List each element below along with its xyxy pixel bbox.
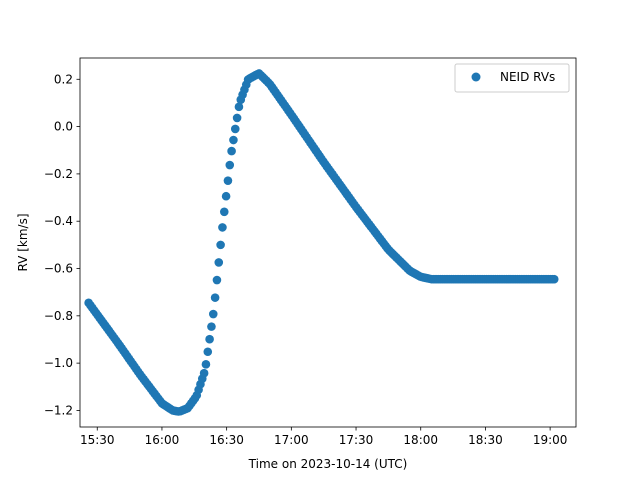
x-tick-label: 15:30 [80, 433, 115, 447]
y-tick-label: −0.8 [44, 309, 73, 323]
x-tick-label: 17:00 [274, 433, 309, 447]
y-tick-label: −1.0 [44, 356, 73, 370]
data-point [212, 275, 222, 285]
data-point [549, 274, 559, 284]
data-point [219, 207, 229, 217]
data-point [208, 309, 218, 319]
data-point [232, 113, 242, 123]
x-tick-label: 17:30 [339, 433, 374, 447]
x-tick-label: 16:00 [145, 433, 180, 447]
x-tick-label: 18:00 [403, 433, 438, 447]
x-axis: 15:30 16:00 16:30 17:00 17:30 18:00 18:30 19:00 [80, 427, 567, 447]
data-point [214, 258, 224, 267]
data-point [201, 360, 211, 369]
data-point [199, 368, 209, 378]
data-point [221, 191, 231, 201]
data-point [216, 240, 225, 250]
y-tick-label: −0.6 [44, 262, 73, 276]
y-tick-label: 0.0 [54, 120, 73, 134]
y-axis-label: RV [km/s] [16, 213, 30, 271]
data-point [230, 124, 240, 134]
data-point [225, 160, 235, 170]
legend: NEID RVs [454, 63, 570, 93]
x-tick-label: 16:30 [209, 433, 244, 447]
x-tick-label: 18:30 [468, 433, 503, 447]
y-axis: 0.2 0.0 −0.2 −0.4 −0.6 −0.8 −1.0 −1.2 [44, 72, 80, 417]
x-tick-label: 19:00 [533, 433, 568, 447]
data-point [205, 334, 214, 344]
y-tick-label: −0.4 [44, 214, 73, 228]
data-point [223, 176, 233, 185]
legend-marker [471, 72, 481, 82]
data-point [210, 293, 220, 302]
y-tick-label: −0.2 [44, 167, 73, 181]
plot-frame [79, 57, 577, 428]
x-axis-label: Time on 2023-10-14 (UTC) [248, 457, 408, 471]
legend-box [454, 63, 570, 93]
legend-entry: NEID RVs [500, 70, 555, 84]
y-tick-label: −1.2 [44, 403, 73, 417]
data-point [203, 347, 213, 357]
data-point [207, 322, 216, 331]
data-point [218, 223, 227, 232]
data-point [234, 102, 244, 112]
data-point [229, 135, 238, 145]
data-points [84, 69, 559, 416]
data-point [227, 146, 236, 156]
y-tick-label: 0.2 [54, 72, 73, 86]
